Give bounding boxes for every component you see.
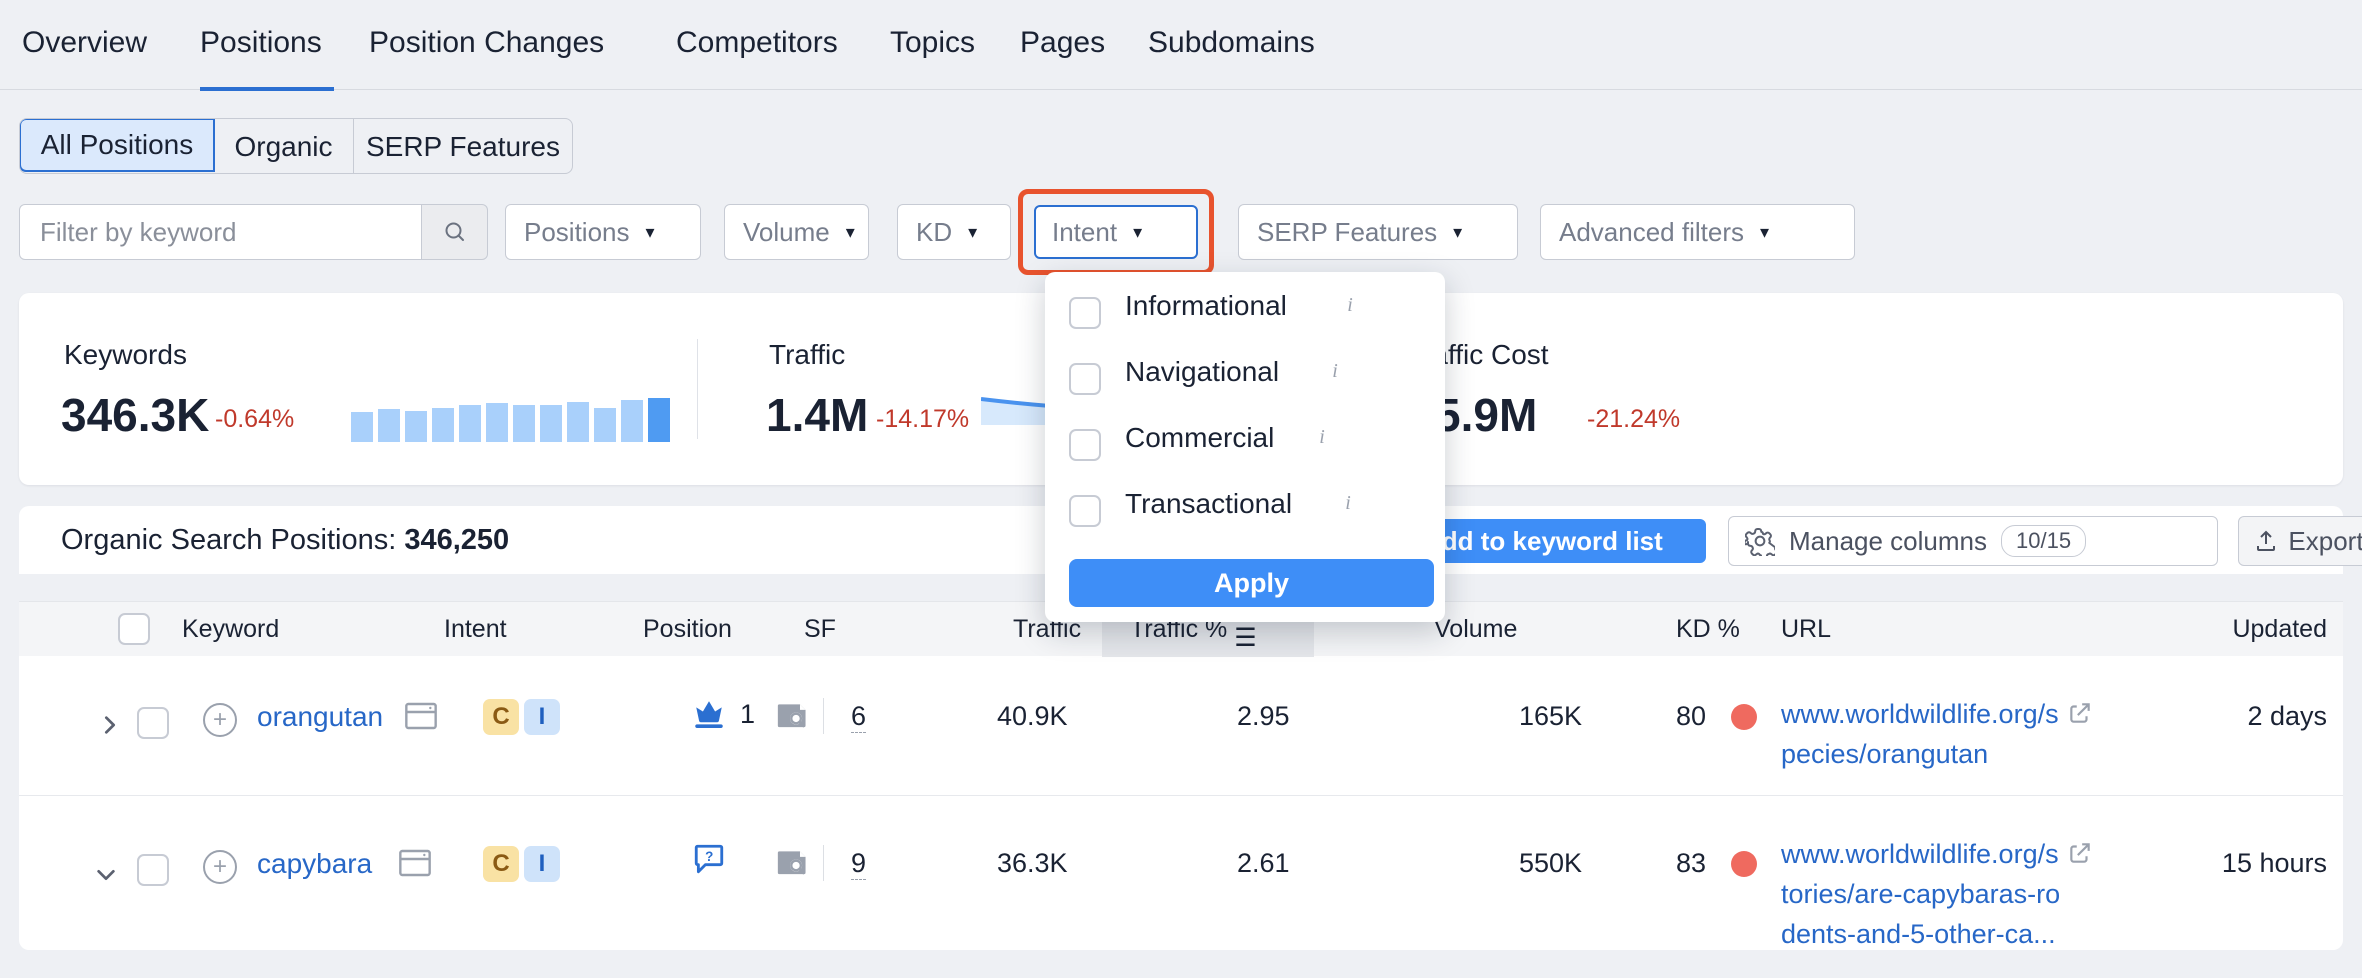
svg-text:?: ? (705, 849, 713, 864)
